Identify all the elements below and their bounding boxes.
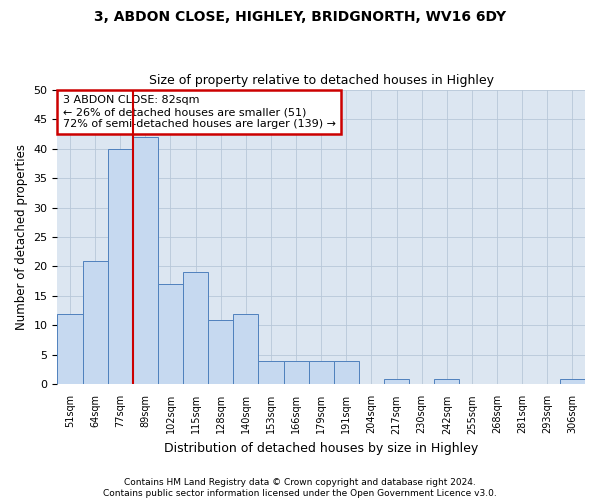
X-axis label: Distribution of detached houses by size in Highley: Distribution of detached houses by size …: [164, 442, 478, 455]
Bar: [384, 378, 409, 384]
Bar: [308, 361, 334, 384]
Bar: [58, 314, 83, 384]
Bar: [233, 314, 259, 384]
Bar: [334, 361, 359, 384]
Title: Size of property relative to detached houses in Highley: Size of property relative to detached ho…: [149, 74, 494, 87]
Bar: [158, 284, 183, 384]
Bar: [208, 320, 233, 384]
Bar: [259, 361, 284, 384]
Text: 3 ABDON CLOSE: 82sqm
← 26% of detached houses are smaller (51)
72% of semi-detac: 3 ABDON CLOSE: 82sqm ← 26% of detached h…: [62, 96, 335, 128]
Bar: [560, 378, 585, 384]
Text: 3, ABDON CLOSE, HIGHLEY, BRIDGNORTH, WV16 6DY: 3, ABDON CLOSE, HIGHLEY, BRIDGNORTH, WV1…: [94, 10, 506, 24]
Y-axis label: Number of detached properties: Number of detached properties: [15, 144, 28, 330]
Bar: [434, 378, 460, 384]
Bar: [284, 361, 308, 384]
Bar: [183, 272, 208, 384]
Bar: [107, 148, 133, 384]
Bar: [133, 136, 158, 384]
Text: Contains HM Land Registry data © Crown copyright and database right 2024.
Contai: Contains HM Land Registry data © Crown c…: [103, 478, 497, 498]
Bar: [83, 260, 107, 384]
